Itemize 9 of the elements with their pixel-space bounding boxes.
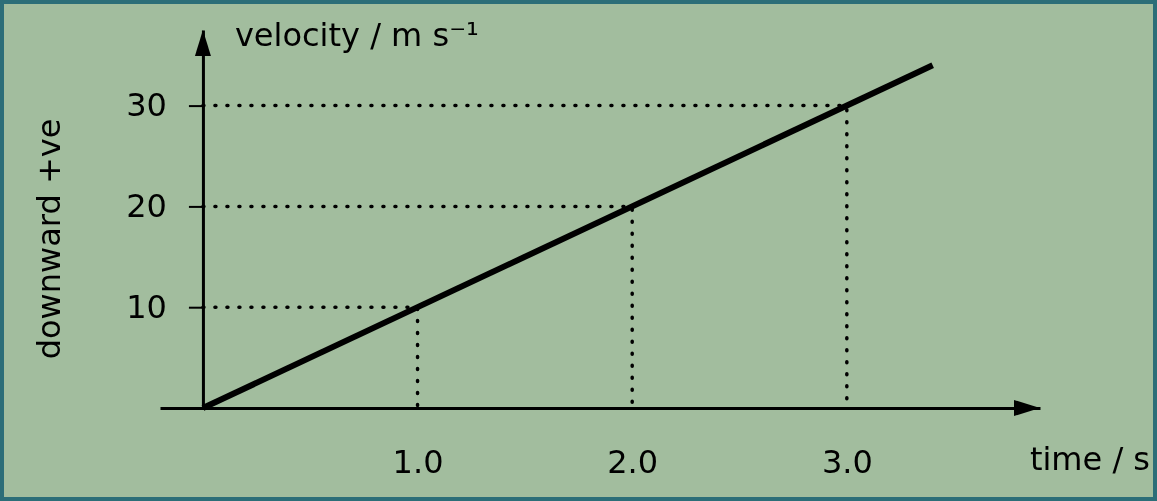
x-tick-label: 3.0 <box>821 442 873 481</box>
x-tick-label: 1.0 <box>392 442 444 481</box>
y-axis-title: velocity / m s⁻¹ <box>234 16 479 54</box>
x-tick-label: 2.0 <box>607 442 659 481</box>
x-axis-title: time / s <box>1029 440 1150 478</box>
y-tick-label: 10 <box>126 287 167 326</box>
text: downward +ve <box>30 118 68 360</box>
y-tick-label: 30 <box>126 86 167 125</box>
y-tick-label: 20 <box>126 187 167 226</box>
